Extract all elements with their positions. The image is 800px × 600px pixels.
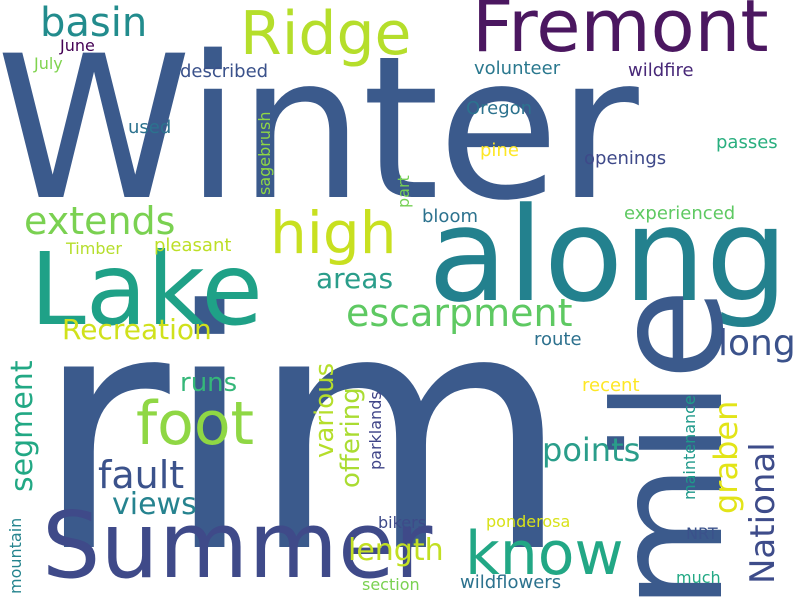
word-bloom: bloom <box>422 206 478 227</box>
word-graben: graben <box>707 400 745 514</box>
word-fault: fault <box>98 453 185 497</box>
word-july: July <box>34 54 63 73</box>
word-areas: areas <box>316 262 394 295</box>
word-pine: pine <box>480 140 519 161</box>
word-june: June <box>60 36 95 55</box>
word-foot: foot <box>136 389 255 459</box>
word-lake: Lake <box>30 231 263 348</box>
word-part: part <box>394 175 413 208</box>
word-timber: Timber <box>66 239 122 258</box>
word-maintenance: maintenance <box>680 395 699 500</box>
word-winter: Winter <box>0 13 639 244</box>
word-extends: extends <box>24 199 176 243</box>
word-oregon: Oregon <box>466 98 533 119</box>
word-high: high <box>270 199 397 267</box>
word-escarpment: escarpment <box>346 291 573 335</box>
word-much: much <box>676 568 721 587</box>
word-pleasant: pleasant <box>154 235 232 256</box>
word-described: described <box>180 61 269 82</box>
word-long: long <box>718 323 796 364</box>
word-segment: segment <box>5 360 40 492</box>
word-runs: runs <box>180 368 238 398</box>
word-basin: basin <box>40 0 148 46</box>
word-offering: offering <box>336 387 366 488</box>
word-views: views <box>112 487 197 522</box>
word-know: know <box>465 519 624 589</box>
word-wildfire: wildfire <box>628 60 694 81</box>
word-nrt: NRT <box>686 524 718 543</box>
word-points: points <box>542 431 641 469</box>
word-along: along <box>428 179 789 331</box>
word-wildflowers: wildflowers <box>460 572 562 593</box>
word-section: section <box>362 575 420 594</box>
word-recreation: Recreation <box>62 313 212 346</box>
word-recent: recent <box>582 375 640 396</box>
word-rim: rim <box>34 241 571 600</box>
word-fremont: Fremont <box>472 0 769 68</box>
word-bikers: bikers <box>378 513 427 532</box>
word-route: route <box>534 329 582 350</box>
word-parklands: parklands <box>366 391 385 470</box>
word-openings: openings <box>584 148 667 169</box>
word-mountain: mountain <box>6 517 25 594</box>
word-summer: Summer <box>42 492 433 599</box>
word-ponderosa: ponderosa <box>486 512 571 531</box>
word-length: length <box>348 533 444 568</box>
word-ridge: Ridge <box>240 0 412 69</box>
word-used: used <box>128 117 172 138</box>
word-national: National <box>743 442 783 584</box>
word-volunteer: volunteer <box>474 58 561 79</box>
word-sagebrush: sagebrush <box>255 111 274 196</box>
word-passes: passes <box>716 132 778 153</box>
word-experienced: experienced <box>624 203 736 224</box>
word-various: various <box>310 362 340 458</box>
